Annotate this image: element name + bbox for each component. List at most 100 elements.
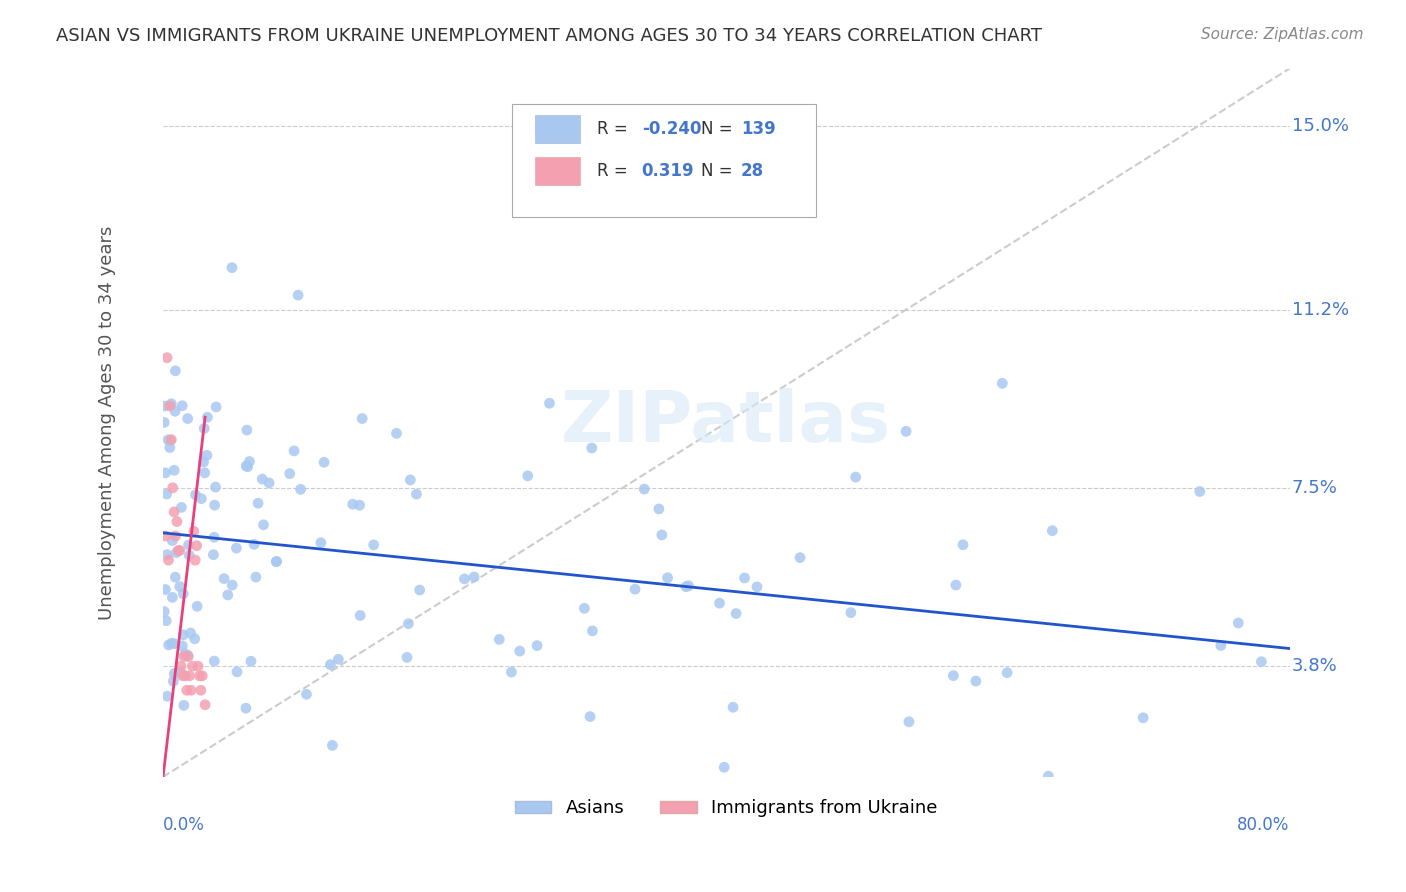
Point bbox=[235, 458, 257, 473]
Point bbox=[165, 546, 187, 560]
Point bbox=[995, 665, 1018, 680]
Point bbox=[155, 529, 177, 543]
Point bbox=[184, 488, 207, 502]
Point bbox=[1188, 484, 1211, 499]
Point bbox=[651, 528, 673, 542]
Point bbox=[160, 433, 183, 447]
Point bbox=[177, 648, 200, 662]
Point bbox=[295, 687, 318, 701]
Point bbox=[1209, 639, 1232, 653]
Point bbox=[212, 572, 235, 586]
Text: N =: N = bbox=[702, 162, 733, 180]
Point bbox=[309, 535, 332, 549]
Point bbox=[162, 533, 184, 548]
Point bbox=[172, 628, 194, 642]
Point bbox=[363, 538, 385, 552]
Point bbox=[1227, 615, 1250, 630]
Point bbox=[894, 425, 917, 439]
Point bbox=[745, 580, 768, 594]
Point bbox=[1132, 711, 1154, 725]
Point bbox=[287, 288, 309, 302]
Point bbox=[165, 404, 187, 418]
Point bbox=[193, 421, 215, 435]
Point bbox=[312, 455, 335, 469]
Point bbox=[167, 543, 190, 558]
Point bbox=[221, 260, 243, 275]
Point bbox=[170, 659, 193, 673]
Point bbox=[155, 614, 177, 628]
Point bbox=[574, 601, 596, 615]
Point bbox=[342, 497, 364, 511]
Point bbox=[991, 376, 1014, 391]
Point bbox=[163, 637, 186, 651]
Point bbox=[290, 483, 312, 497]
Point bbox=[385, 426, 408, 441]
Point bbox=[180, 626, 202, 640]
Point bbox=[395, 650, 418, 665]
Point bbox=[184, 553, 207, 567]
Point bbox=[624, 582, 647, 597]
Point bbox=[678, 579, 700, 593]
Text: N =: N = bbox=[702, 120, 733, 137]
Point bbox=[245, 570, 267, 584]
Point bbox=[965, 674, 987, 689]
Point bbox=[501, 665, 523, 679]
Point bbox=[163, 666, 186, 681]
Point bbox=[174, 647, 197, 661]
Text: R =: R = bbox=[596, 162, 627, 180]
Point bbox=[202, 548, 225, 562]
Point bbox=[257, 475, 280, 490]
Point bbox=[845, 470, 868, 484]
Point bbox=[252, 517, 274, 532]
Point bbox=[725, 607, 748, 621]
Point bbox=[204, 480, 226, 494]
Point bbox=[159, 441, 181, 455]
Point bbox=[173, 649, 195, 664]
Point bbox=[157, 553, 180, 567]
Point bbox=[657, 571, 679, 585]
Point bbox=[195, 448, 218, 462]
Point bbox=[186, 599, 208, 614]
Point bbox=[194, 466, 217, 480]
Point bbox=[169, 580, 191, 594]
Point bbox=[162, 481, 184, 495]
Text: Source: ZipAtlas.com: Source: ZipAtlas.com bbox=[1201, 27, 1364, 42]
Point bbox=[399, 473, 422, 487]
Point bbox=[172, 669, 194, 683]
Point bbox=[165, 570, 187, 584]
Point bbox=[179, 548, 201, 562]
Point bbox=[202, 530, 225, 544]
Point bbox=[153, 399, 176, 413]
Legend: Asians, Immigrants from Ukraine: Asians, Immigrants from Ukraine bbox=[508, 792, 945, 825]
Point bbox=[579, 709, 602, 723]
Point bbox=[176, 683, 198, 698]
Point bbox=[163, 463, 186, 477]
Point bbox=[191, 669, 214, 683]
Point bbox=[204, 498, 226, 512]
Text: 15.0%: 15.0% bbox=[1292, 118, 1348, 136]
FancyBboxPatch shape bbox=[512, 104, 817, 218]
Point bbox=[156, 351, 179, 365]
Point bbox=[217, 588, 239, 602]
Point bbox=[236, 459, 259, 474]
Point bbox=[155, 466, 177, 480]
Point bbox=[159, 399, 181, 413]
Text: R =: R = bbox=[596, 120, 627, 137]
Text: -0.240: -0.240 bbox=[641, 120, 702, 137]
Point bbox=[170, 500, 193, 515]
Point bbox=[187, 659, 209, 673]
Point bbox=[179, 669, 201, 683]
Point bbox=[581, 441, 603, 455]
Point bbox=[283, 444, 305, 458]
Point bbox=[162, 674, 184, 689]
Point bbox=[252, 472, 274, 486]
Point bbox=[153, 416, 176, 430]
Point bbox=[188, 669, 211, 683]
Point bbox=[319, 657, 342, 672]
Point bbox=[247, 496, 270, 510]
Point bbox=[183, 632, 205, 646]
Point bbox=[180, 683, 202, 698]
Text: 3.8%: 3.8% bbox=[1292, 657, 1337, 675]
Point bbox=[160, 397, 183, 411]
Point bbox=[648, 502, 671, 516]
